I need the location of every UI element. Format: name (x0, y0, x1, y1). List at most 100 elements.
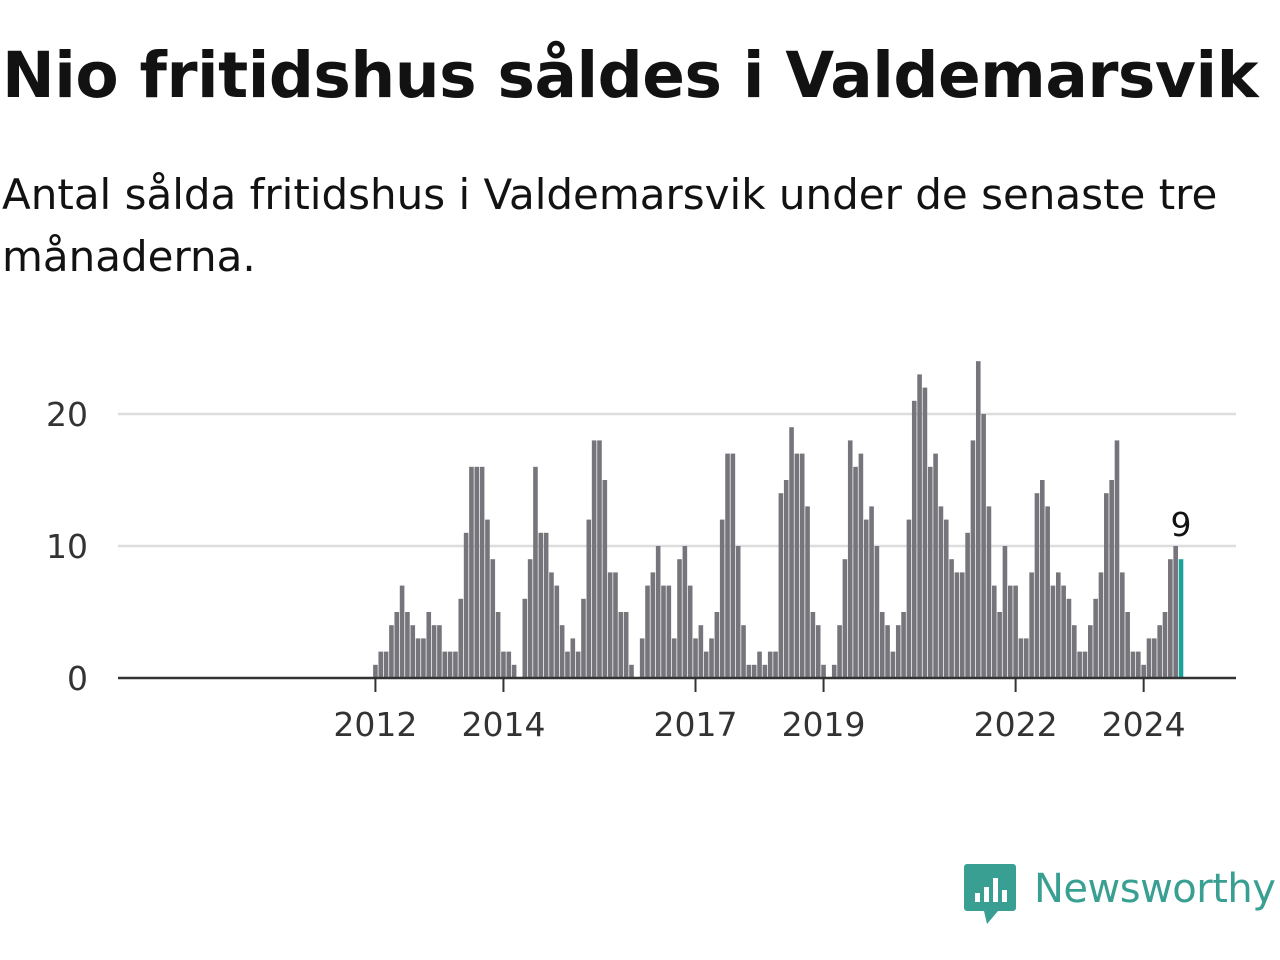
bar (1088, 625, 1093, 678)
bar (447, 651, 453, 678)
bar (938, 506, 944, 678)
bar (650, 572, 656, 678)
bar (543, 532, 549, 678)
x-tick-label: 2014 (461, 705, 545, 744)
bar (1157, 625, 1162, 678)
bar (655, 546, 661, 678)
bar (458, 598, 464, 678)
bar (613, 572, 618, 678)
bar (911, 400, 917, 678)
bar (533, 466, 538, 678)
bar (943, 519, 949, 678)
brand-name: Newsworthy (1034, 866, 1276, 912)
bar (559, 625, 565, 678)
bars (373, 361, 1184, 678)
bar (682, 546, 688, 678)
bar (639, 638, 645, 678)
bar (847, 440, 853, 678)
bar (1023, 638, 1029, 678)
bar (719, 519, 725, 678)
bar (1109, 480, 1114, 678)
bar (799, 453, 805, 678)
bar (1066, 598, 1072, 678)
bar (901, 612, 906, 678)
y-tick-label: 10 (46, 527, 88, 566)
bar (522, 598, 528, 678)
bar (1002, 546, 1008, 678)
bar (383, 651, 389, 678)
bar (954, 572, 960, 678)
bar (853, 466, 858, 678)
bar (810, 612, 816, 678)
bar (410, 625, 416, 678)
bar (933, 453, 938, 678)
bar (607, 572, 613, 678)
bar (661, 585, 666, 678)
bar (463, 532, 469, 678)
bar (453, 651, 458, 678)
bar (1125, 612, 1130, 678)
bar (778, 493, 784, 678)
x-tick-label: 2024 (1102, 705, 1186, 744)
bar (714, 612, 720, 678)
bar (666, 585, 672, 678)
data-labels: 9 (1171, 505, 1192, 544)
bar (1162, 612, 1168, 678)
chart-subtitle: Antal sålda fritidshus i Valdemarsvik un… (2, 170, 1218, 281)
bar (794, 453, 800, 678)
bar (1018, 638, 1024, 678)
bar (565, 651, 570, 678)
x-tick-label: 2022 (974, 705, 1058, 744)
bar (922, 387, 928, 678)
highlight-value-label: 9 (1171, 505, 1192, 544)
bar-highlight (1178, 559, 1184, 678)
bar (869, 506, 874, 678)
bar (581, 598, 586, 678)
bar (415, 638, 421, 678)
bar (890, 651, 896, 678)
bar (709, 638, 714, 678)
bar (469, 466, 474, 678)
bar (431, 625, 437, 678)
bar (746, 664, 752, 678)
bar (767, 651, 773, 678)
bar (527, 559, 533, 678)
bar (741, 625, 746, 678)
bar (895, 625, 901, 678)
bar (842, 559, 848, 678)
chart-title: Nio fritidshus såldes i Valdemarsvik (2, 39, 1258, 112)
bar (1082, 651, 1088, 678)
bar (885, 625, 890, 678)
x-tick-label: 2017 (654, 705, 738, 744)
x-tick-label: 2012 (333, 705, 417, 744)
newsworthy-logo-icon (964, 864, 1016, 924)
bar (874, 546, 880, 678)
gridlines (118, 412, 1236, 548)
bar (506, 651, 512, 678)
bar (394, 612, 400, 678)
bar (1152, 638, 1157, 678)
bar (725, 453, 730, 678)
bar (1098, 572, 1104, 678)
bar (703, 651, 709, 678)
bar (1034, 493, 1040, 678)
bar (1104, 493, 1109, 678)
bar (783, 480, 789, 678)
bar (757, 651, 762, 678)
bar (485, 519, 490, 678)
bar (858, 453, 864, 678)
bar (698, 625, 704, 678)
bar (399, 585, 405, 678)
bar (735, 546, 741, 678)
bar (991, 585, 997, 678)
bar (437, 625, 442, 678)
bar (671, 638, 677, 678)
bar (1077, 651, 1082, 678)
bar (1007, 585, 1013, 678)
y-tick-label: 20 (46, 395, 88, 434)
bar (821, 664, 826, 678)
bar (997, 612, 1002, 678)
bar (645, 585, 650, 678)
bar (378, 651, 384, 678)
newsworthy-logo: Newsworthy (964, 864, 1276, 928)
